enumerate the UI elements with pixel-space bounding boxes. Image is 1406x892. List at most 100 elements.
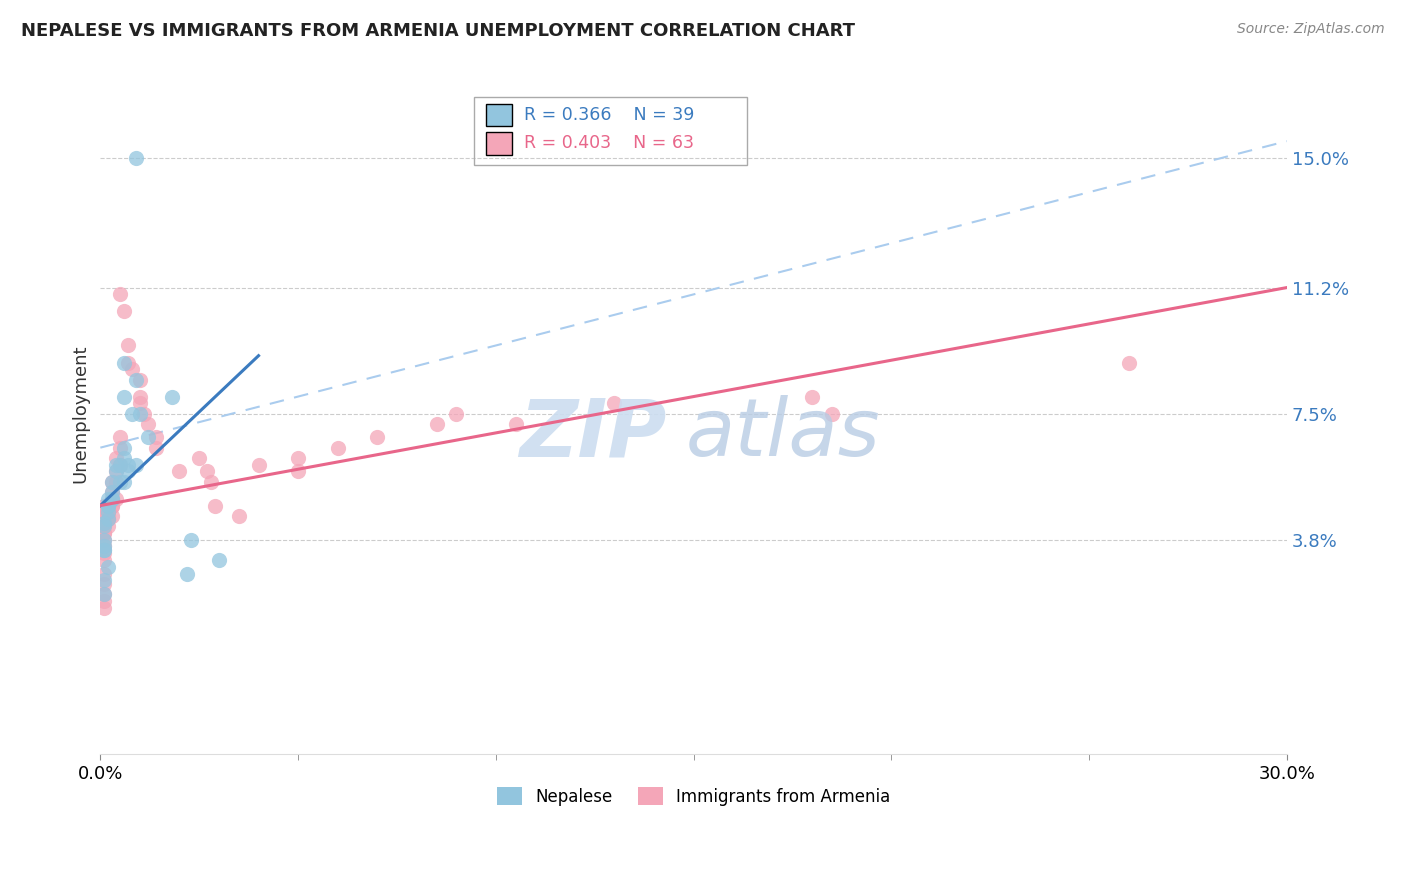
- Point: [247, 458, 270, 472]
- Point: [108, 287, 131, 301]
- Point: [93, 587, 115, 601]
- Point: [603, 396, 626, 410]
- Point: [93, 546, 115, 560]
- Point: [97, 508, 120, 523]
- Point: [117, 465, 139, 479]
- Point: [105, 465, 128, 479]
- Point: [101, 484, 124, 499]
- Point: [1118, 355, 1140, 369]
- Point: [326, 441, 349, 455]
- Point: [93, 525, 115, 540]
- Point: [129, 390, 152, 404]
- Point: [180, 533, 202, 547]
- Text: ZIP: ZIP: [519, 395, 666, 473]
- Point: [121, 407, 143, 421]
- Point: [101, 475, 124, 489]
- Point: [105, 475, 128, 489]
- Point: [105, 450, 128, 465]
- Point: [97, 505, 120, 519]
- Point: [108, 458, 131, 472]
- Point: [97, 505, 120, 519]
- Point: [125, 151, 148, 165]
- Point: [101, 475, 124, 489]
- Point: [125, 458, 148, 472]
- Point: [93, 519, 115, 533]
- Point: [136, 430, 159, 444]
- Point: [97, 519, 120, 533]
- Point: [228, 508, 250, 523]
- Point: [105, 458, 128, 472]
- Point: [801, 390, 824, 404]
- Point: [287, 450, 309, 465]
- Point: [112, 441, 135, 455]
- Point: [93, 577, 115, 591]
- Point: [97, 512, 120, 526]
- Point: [93, 540, 115, 554]
- Point: [93, 512, 115, 526]
- Point: [93, 574, 115, 588]
- Text: NEPALESE VS IMMIGRANTS FROM ARMENIA UNEMPLOYMENT CORRELATION CHART: NEPALESE VS IMMIGRANTS FROM ARMENIA UNEM…: [21, 22, 855, 40]
- Point: [160, 390, 183, 404]
- FancyBboxPatch shape: [486, 132, 512, 154]
- Point: [101, 491, 124, 506]
- Point: [188, 450, 211, 465]
- Point: [136, 417, 159, 431]
- Point: [287, 465, 309, 479]
- Point: [108, 475, 131, 489]
- Point: [93, 533, 115, 547]
- Point: [101, 491, 124, 506]
- Point: [93, 542, 115, 557]
- Point: [821, 407, 844, 421]
- Point: [101, 484, 124, 499]
- Point: [97, 491, 120, 506]
- Point: [129, 396, 152, 410]
- Point: [97, 499, 120, 513]
- Point: [101, 499, 124, 513]
- Point: [112, 450, 135, 465]
- Text: atlas: atlas: [685, 395, 880, 473]
- Point: [505, 417, 527, 431]
- Point: [117, 338, 139, 352]
- Bar: [474, 97, 747, 165]
- Text: R = 0.403    N = 63: R = 0.403 N = 63: [524, 134, 695, 153]
- Point: [112, 304, 135, 318]
- Point: [121, 362, 143, 376]
- Point: [93, 594, 115, 608]
- Point: [97, 499, 120, 513]
- Point: [112, 475, 135, 489]
- Point: [93, 499, 115, 513]
- Point: [97, 560, 120, 574]
- Point: [195, 465, 218, 479]
- Text: Source: ZipAtlas.com: Source: ZipAtlas.com: [1237, 22, 1385, 37]
- Point: [93, 587, 115, 601]
- Point: [117, 355, 139, 369]
- Point: [129, 407, 152, 421]
- Point: [112, 355, 135, 369]
- Point: [93, 533, 115, 547]
- Point: [108, 430, 131, 444]
- Point: [129, 372, 152, 386]
- Point: [366, 430, 388, 444]
- Point: [101, 508, 124, 523]
- Point: [425, 417, 447, 431]
- Point: [105, 465, 128, 479]
- Point: [105, 491, 128, 506]
- Point: [132, 407, 155, 421]
- Point: [200, 475, 222, 489]
- Y-axis label: Unemployment: Unemployment: [72, 344, 89, 483]
- Point: [204, 499, 226, 513]
- Legend: Nepalese, Immigrants from Armenia: Nepalese, Immigrants from Armenia: [489, 780, 898, 814]
- Point: [93, 600, 115, 615]
- Point: [208, 553, 231, 567]
- Point: [101, 499, 124, 513]
- Point: [93, 516, 115, 530]
- Point: [93, 519, 115, 533]
- Text: R = 0.366    N = 39: R = 0.366 N = 39: [524, 105, 695, 123]
- Point: [97, 499, 120, 513]
- Point: [108, 458, 131, 472]
- Point: [93, 505, 115, 519]
- Point: [176, 566, 198, 581]
- Point: [93, 542, 115, 557]
- Point: [169, 465, 191, 479]
- Point: [125, 372, 148, 386]
